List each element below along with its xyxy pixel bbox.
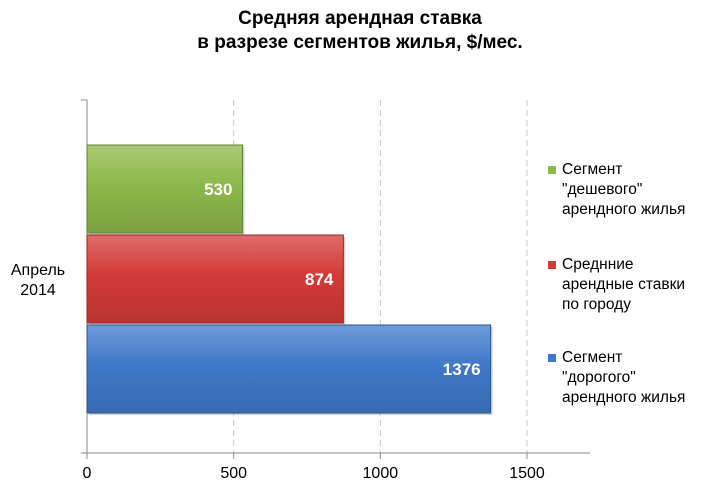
category-label-line-2: 2014 (20, 282, 56, 299)
legend-swatch-average (548, 261, 556, 269)
bar-2 (86, 234, 344, 324)
bar-1 (86, 144, 243, 234)
x-tick-label-1000: 1000 (363, 465, 399, 482)
legend-swatch-expensive (548, 354, 556, 362)
bar-3 (86, 324, 492, 414)
x-tick-label-0: 0 (83, 465, 92, 482)
bar-value-label-2: 874 (305, 270, 334, 289)
category-label: Апрель 2014 (11, 262, 65, 299)
x-tick-label-500: 500 (220, 465, 247, 482)
legend-swatch-cheap (548, 166, 556, 174)
legend-label-expensive: Сегмент "дорогого" арендного жилья (562, 349, 686, 406)
legend-label-cheap: Сегмент "дешевого" арендного жилья (562, 161, 686, 218)
x-tick-label-1500: 1500 (509, 465, 545, 482)
category-label-line-1: Апрель (11, 262, 65, 279)
legend-label-average: Среднние арендные ставки по городу (562, 256, 686, 313)
chart-title-line-2: в разрезе сегментов жилья, $/мес. (197, 32, 523, 53)
bar-value-label-1: 530 (204, 180, 232, 199)
chart-title-line-1: Средняя арендная ставка (238, 8, 482, 29)
bar-value-label-3: 1376 (443, 360, 481, 379)
